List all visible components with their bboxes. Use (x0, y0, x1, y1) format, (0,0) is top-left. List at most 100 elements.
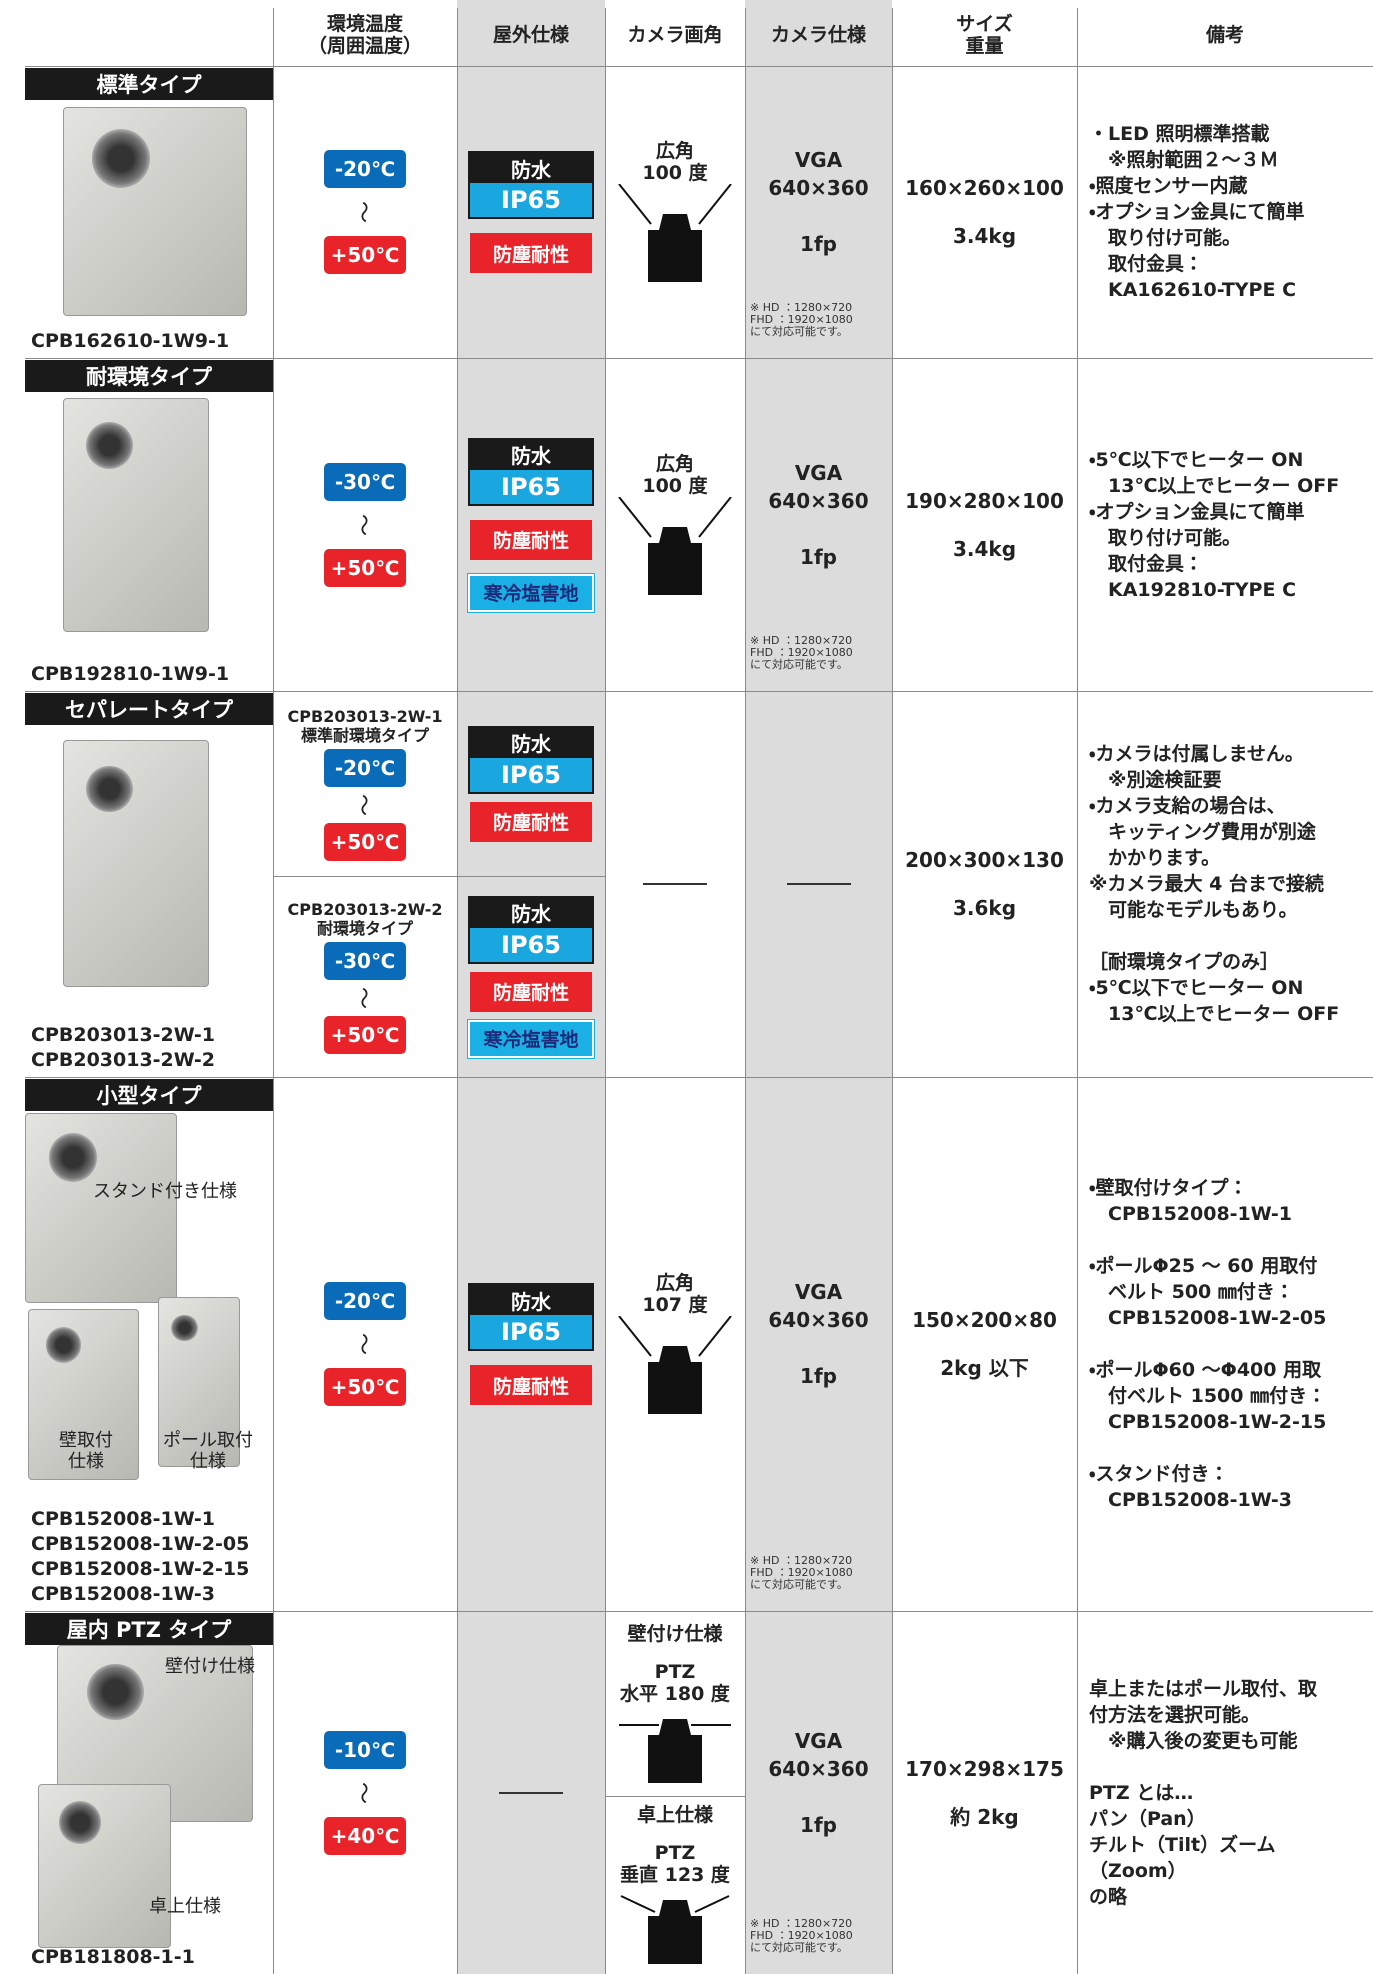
product-photo (25, 1113, 177, 1303)
model-number: CPB181808-1-1 (31, 1946, 195, 1968)
model-cell: CPB181808-1-1 (31, 1651, 273, 1970)
feature-badge: 寒冷塩害地 (467, 1018, 595, 1059)
type-label: セパレートタイプ (25, 693, 273, 725)
camera-lens (87, 1663, 145, 1721)
column-divider (745, 8, 746, 1974)
size-cell: 170×298×175 約 2kg (892, 1611, 1077, 1974)
size-dimensions: 200×300×130 (905, 848, 1064, 872)
spec-resolution: 640×360 (768, 1308, 869, 1332)
angle-text: PTZ 垂直 123 度 (620, 1842, 730, 1886)
row-divider (25, 66, 1373, 67)
ip-rating: IP65 (470, 183, 592, 217)
temp-high: +50℃ (324, 1015, 406, 1054)
camera-icon (618, 184, 732, 282)
outdoor-cell: 防水 IP65 防塵耐性 (457, 691, 605, 876)
header-cell: 環境温度 （周囲温度） (273, 4, 457, 66)
spec-cell: VGA 640×360 1fp (745, 358, 892, 671)
camera-lens (48, 1133, 98, 1182)
waterproof-text: 防水 (470, 153, 592, 183)
photo-label: スタンド付き仕様 (93, 1181, 237, 1202)
row-divider (25, 1611, 1373, 1612)
camera-lens (91, 128, 151, 188)
temp-high: +50℃ (324, 236, 406, 274)
range-mark: 〜 (349, 793, 375, 816)
remarks-text: ・壁取付けタイプ： CPB152008-1W-1 ・ポールΦ25 ～ 60 用取… (1089, 1177, 1327, 1511)
waterproof-badge: 防水 IP65 (468, 725, 594, 794)
model-number: CPB162610-1W9-1 (31, 330, 230, 352)
product-photo (38, 1784, 171, 1948)
angle-cell (605, 691, 745, 1077)
range-mark: 〜 (349, 200, 375, 224)
remarks-text: ・5℃以下でヒーター ON 13℃以上でヒーター OFF ・オプション金具にて簡… (1089, 448, 1340, 601)
temperature-cell: CPB203013-2W-1 標準耐環境タイプ -20℃ 〜 +50℃ (273, 691, 457, 876)
spec-cell: VGA 640×360 1fp (745, 66, 892, 338)
ip-rating: IP65 (470, 469, 592, 504)
angle-label: 卓上仕様 (636, 1804, 713, 1826)
size-dimensions: 170×298×175 (905, 1756, 1064, 1781)
waterproof-text: 防水 (470, 1285, 592, 1315)
feature-badge: 防塵耐性 (470, 971, 592, 1012)
temp-low: -20℃ (324, 1282, 406, 1320)
temperature-cell: CPB203013-2W-2 耐環境タイプ -30℃ 〜 +50℃ (273, 876, 457, 1077)
feature-badge: 防塵耐性 (470, 1365, 592, 1405)
outdoor-cell: 防水 IP65 防塵耐性寒冷塩害地 (457, 876, 605, 1077)
temp-low: -10℃ (324, 1730, 406, 1769)
angle-cell: 壁付け仕様 PTZ 水平 180 度 (605, 1611, 745, 1796)
remarks-cell: ・カメラは付属しません。 ※別途検証要 ・カメラ支給の場合は、 キッティング費用… (1089, 691, 1369, 1077)
waterproof-text: 防水 (470, 439, 592, 470)
spec-fps: 1fp (800, 1364, 837, 1388)
spec-format: VGA (794, 1728, 843, 1753)
range-mark: 〜 (349, 1781, 375, 1804)
product-photo (63, 740, 209, 987)
ip-rating: IP65 (470, 1315, 592, 1349)
temperature-cell: -10℃ 〜 +40℃ (273, 1611, 457, 1974)
spec-format: VGA (794, 1280, 843, 1304)
camera-lens (171, 1315, 198, 1342)
variant-model: CPB203013-2W-1 標準耐環境タイプ (287, 706, 443, 745)
waterproof-badge: 防水 IP65 (468, 1283, 594, 1351)
spec-resolution: 640×360 (768, 176, 869, 200)
size-weight: 2kg 以下 (940, 1356, 1029, 1380)
temp-high: +50℃ (324, 548, 406, 587)
remarks-text: ・LED 照明標準搭載 ※照射範囲２～３Ｍ ・照度センサー内蔵 ・オプション金具… (1089, 123, 1305, 301)
header-text: 環境温度 （周囲温度） (307, 13, 422, 57)
header-cell: 屋外仕様 (457, 4, 605, 66)
spec-format: VGA (794, 460, 843, 485)
angle-label: 壁付け仕様 (627, 1622, 723, 1645)
temp-low: -20℃ (324, 150, 406, 188)
angle-text: 広角 100 度 (642, 452, 708, 497)
feature-badge: 防塵耐性 (470, 233, 592, 273)
waterproof-badge: 防水 IP65 (468, 151, 594, 219)
camera-icon (619, 1718, 731, 1783)
header-text: 屋外仕様 (492, 24, 569, 46)
row-divider (25, 358, 1373, 359)
photo-label: ポール取付 仕様 (163, 1430, 253, 1472)
size-weight: 3.4kg (952, 536, 1017, 561)
column-divider (605, 8, 606, 1974)
spec-note: ※ HD ：1280×720 FHD ：1920×1080 にて対応可能です。 (750, 301, 853, 338)
size-weight: 3.6kg (952, 896, 1017, 920)
waterproof-badge: 防水 IP65 (468, 895, 594, 964)
remarks-cell: ・5℃以下でヒーター ON 13℃以上でヒーター OFF ・オプション金具にて簡… (1089, 358, 1369, 691)
model-cell: CPB203013-2W-1 CPB203013-2W-2 (31, 731, 273, 1073)
feature-badge: 防塵耐性 (470, 801, 592, 842)
camera-icon (620, 1895, 730, 1964)
angle-cell: 広角 100 度 (605, 358, 745, 691)
header-cell: カメラ仕様 (745, 4, 892, 66)
temp-low: -20℃ (324, 748, 406, 787)
photo-label: 壁取付 仕様 (59, 1430, 113, 1472)
remarks-cell: 卓上またはポール取付、取 付方法を選択可能。 ※購入後の変更も可能 PTZ とは… (1089, 1611, 1369, 1974)
spec-fps: 1fp (800, 232, 837, 256)
camera-icon (618, 1316, 732, 1414)
angle-cell: 広角 107 度 (605, 1077, 745, 1611)
size-dimensions: 190×280×100 (905, 488, 1064, 513)
size-cell: 200×300×130 3.6kg (892, 691, 1077, 1077)
column-shade (745, 0, 892, 1974)
size-cell: 150×200×80 2kg 以下 (892, 1077, 1077, 1611)
size-dimensions: 160×260×100 (905, 176, 1064, 200)
header-text: サイズ 重量 (956, 13, 1013, 57)
size-weight: 3.4kg (952, 224, 1017, 248)
photo-label: 壁付け仕様 (165, 1656, 255, 1677)
size-dimensions: 150×200×80 (912, 1308, 1057, 1332)
camera-lens (58, 1801, 102, 1844)
